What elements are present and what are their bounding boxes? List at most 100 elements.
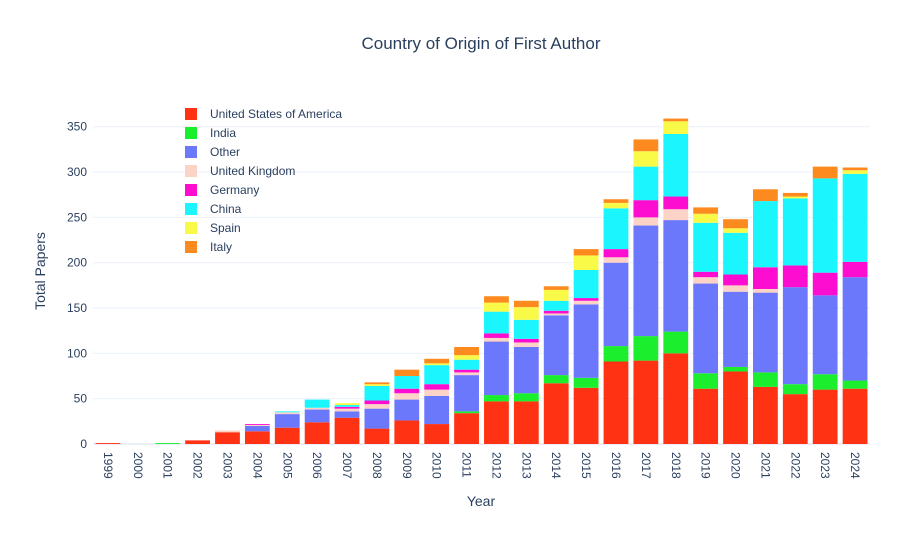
bar-segment[interactable]: United States of America 2023: 60	[812, 389, 838, 444]
bar-segment[interactable]: China 2017: 37	[633, 166, 659, 201]
bar-segment[interactable]: Germany 2018: 14	[663, 196, 689, 210]
bar-segment[interactable]: China 2018: 69	[663, 133, 689, 197]
bar-segment[interactable]: Germany 2015: 3	[573, 298, 599, 301]
bar-segment[interactable]: China 2007: 2	[334, 405, 360, 407]
bar-segment[interactable]: Italy 2012: 7	[484, 296, 509, 303]
bar-segment[interactable]: Germany 2014: 3	[543, 310, 569, 314]
bar-segment[interactable]: Germany 2009: 5	[394, 388, 420, 394]
bar-segment[interactable]: Italy 2019: 7	[693, 207, 719, 214]
bar-segment[interactable]: China 2010: 21	[424, 365, 450, 385]
bar-segment[interactable]: India 2013: 9	[513, 393, 539, 402]
bar-segment[interactable]: Italy 2021: 13	[753, 189, 778, 202]
legend-label[interactable]: Other	[210, 145, 240, 159]
bar-segment[interactable]: China 2009: 14	[394, 376, 420, 389]
bar-segment[interactable]: Other 2017: 122	[633, 225, 659, 337]
bar-segment[interactable]: United Kingdom 2009: 7	[394, 393, 420, 400]
legend-swatch[interactable]	[185, 165, 197, 177]
bar-segment[interactable]: United Kingdom 2004: 1	[244, 424, 270, 426]
legend-swatch[interactable]	[185, 127, 197, 139]
bar-segment[interactable]: United States of America 2008: 17	[364, 428, 390, 444]
bar-segment[interactable]: Italy 2014: 4	[543, 286, 569, 290]
bar-segment[interactable]: United States of America 2022: 55	[782, 394, 808, 444]
bar-segment[interactable]: Spain 2013: 14	[513, 307, 539, 320]
bar-segment[interactable]: Other 2018: 123	[663, 220, 689, 332]
bar-segment[interactable]: China 2022: 74	[782, 198, 808, 266]
bar-segment[interactable]: United States of America 2016: 91	[603, 361, 629, 444]
bar-segment[interactable]: Spain 2007: 2	[334, 403, 360, 406]
bar-segment[interactable]: Other 2007: 7	[334, 411, 360, 418]
legend-swatch[interactable]	[185, 222, 197, 234]
bar-segment[interactable]: Spain 2020: 5	[723, 228, 748, 233]
bar-segment[interactable]: Germany 2013: 4	[513, 338, 539, 343]
bar-segment[interactable]: Germany 2008: 4	[364, 400, 390, 405]
bar-segment[interactable]: Other 2010: 31	[424, 395, 450, 425]
bar-segment[interactable]: United States of America 2009: 26	[394, 420, 420, 444]
bar-segment[interactable]: China 2006: 9	[304, 399, 330, 408]
bar-segment[interactable]: Other 2008: 22	[364, 408, 390, 429]
bar-segment[interactable]: Other 2023: 87	[812, 295, 838, 375]
legend-swatch[interactable]	[185, 108, 197, 120]
legend[interactable]: United States of America India Other United…	[185, 107, 342, 254]
bar-segment[interactable]: Germany 2019: 6	[693, 271, 719, 278]
bar-segment[interactable]: United States of America 2021: 63	[753, 386, 778, 444]
bar-segment[interactable]: India 2020: 5	[723, 366, 748, 372]
bar-segment[interactable]: United States of America 2006: 24	[304, 422, 330, 444]
bar-segment[interactable]: India 2023: 17	[812, 374, 838, 390]
bar-segment[interactable]: China 2015: 31	[573, 269, 599, 299]
bar-segment[interactable]: India 2019: 17	[693, 373, 719, 389]
bar-segment[interactable]: Other 2015: 81	[573, 304, 599, 378]
bar-segment[interactable]: Other 2005: 15	[274, 414, 300, 428]
bar-segment[interactable]: Italy 2023: 13	[812, 166, 838, 179]
bar-segment[interactable]: Spain 2015: 16	[573, 255, 599, 270]
bar-segment[interactable]: Other 2012: 59	[484, 341, 509, 396]
bar-segment[interactable]: United States of America 2014: 67	[543, 383, 569, 444]
bar-segment[interactable]: United Kingdom 2015: 4	[573, 300, 599, 305]
bar-segment[interactable]: China 2016: 45	[603, 208, 629, 250]
bar-segment[interactable]: Italy 2018: 3	[663, 118, 689, 122]
bar-segment[interactable]: United Kingdom 2021: 4	[753, 288, 778, 293]
legend-label[interactable]: China	[210, 202, 242, 216]
bar-segment[interactable]: China 2014: 11	[543, 300, 569, 311]
bar-segment[interactable]: United Kingdom 2005: 2	[274, 412, 300, 415]
bar-segment[interactable]: Spain 2008: 2	[364, 384, 390, 386]
bar-segment[interactable]: India 2001: 1	[155, 443, 181, 444]
bar-segment[interactable]: United States of America 2013: 47	[513, 401, 539, 444]
bar-segment[interactable]: Italy 2024: 3	[842, 167, 868, 171]
bar-segment[interactable]: Italy 2010: 5	[424, 358, 450, 364]
bar-segment[interactable]: Spain 2018: 14	[663, 121, 689, 134]
bar-segment[interactable]: Spain 2012: 10	[484, 302, 509, 312]
bar-segment[interactable]: Other 2019: 99	[693, 283, 719, 374]
bar-segment[interactable]: China 2013: 21	[513, 319, 539, 339]
bar-segment[interactable]: Other 2022: 107	[782, 287, 808, 385]
bar-segment[interactable]: Spain 2017: 17	[633, 151, 659, 167]
bar-segment[interactable]: India 2017: 27	[633, 336, 659, 361]
bar-segment[interactable]: United States of America 2017: 92	[633, 360, 659, 444]
bar-segment[interactable]: Other 2024: 114	[842, 277, 868, 381]
legend-label[interactable]: India	[210, 126, 236, 140]
bar-segment[interactable]: United States of America 2002: 4	[185, 440, 210, 444]
legend-label[interactable]: United States of America	[210, 107, 342, 121]
bar-segment[interactable]: India 2015: 11	[573, 377, 599, 388]
legend-label[interactable]: United Kingdom	[210, 164, 295, 178]
bar-segment[interactable]: United Kingdom 2020: 7	[723, 285, 748, 292]
bar-segment[interactable]: United Kingdom 2011: 3	[454, 372, 479, 376]
bar-segment[interactable]: Spain 2011: 5	[454, 355, 479, 360]
bar-segment[interactable]: Other 2011: 40	[454, 375, 479, 412]
bar-segment[interactable]: United Kingdom 2012: 4	[484, 337, 509, 342]
bar-segment[interactable]: United States of America 2007: 29	[334, 417, 360, 444]
bar-segment[interactable]: Spain 2016: 6	[603, 202, 629, 209]
bar-segment[interactable]: United States of America 2024: 61	[842, 388, 868, 444]
bar-segment[interactable]: India 2012: 7	[484, 395, 509, 402]
bar-segment[interactable]: Germany 2017: 19	[633, 200, 659, 218]
legend-label[interactable]: Spain	[210, 221, 241, 235]
bar-segment[interactable]: Germany 2011: 3	[454, 369, 479, 373]
bar-segment[interactable]: Other 2013: 51	[513, 347, 539, 394]
bar-segment[interactable]: Other 2014: 66	[543, 315, 569, 376]
bar-segment[interactable]: China 2012: 24	[484, 311, 509, 334]
bar-segment[interactable]: United States of America 2011: 34	[454, 413, 479, 444]
bar-segment[interactable]: United Kingdom 2008: 5	[364, 404, 390, 409]
bar-segment[interactable]: United Kingdom 2014: 2	[543, 313, 569, 316]
bar-segment[interactable]: China 2020: 46	[723, 232, 748, 275]
bar-segment[interactable]: Germany 2012: 5	[484, 333, 509, 338]
bar-segment[interactable]: China 2019: 54	[693, 222, 719, 272]
